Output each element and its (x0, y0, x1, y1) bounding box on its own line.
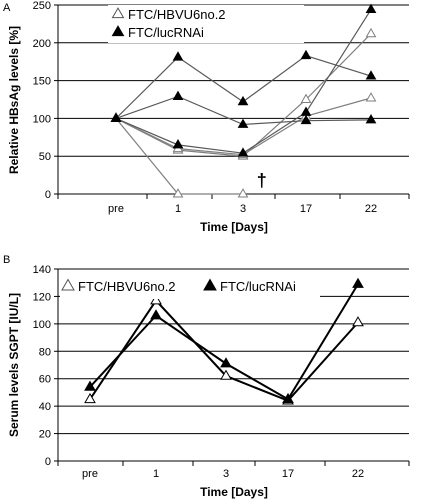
panel-a-data-point (365, 92, 377, 102)
panel-a-data-point (172, 51, 184, 61)
panel-a-y-tick-label: 200 (33, 38, 51, 50)
panel-b-x-ticks: pre 1 3 17 22 (57, 461, 410, 480)
panel-a-x-ticks: pre 1 3 17 22 (57, 194, 410, 215)
panel-a-data-point (110, 112, 122, 122)
panel-b-letter: B (3, 254, 10, 266)
panel-a-data-point (365, 114, 377, 124)
panel-b-legend-label: FTC/HBVU6no.2 (78, 279, 176, 294)
panel-b-data-point (220, 357, 232, 368)
panel-b-data-point (220, 369, 232, 380)
panel-b-legend-background (60, 277, 320, 299)
panel-b-y-tick-label: 120 (33, 291, 51, 303)
panel-a-series-line (115, 33, 372, 157)
panel-a-x-tick-label: 17 (300, 203, 312, 215)
panel-b-legend-label: FTC/lucRNAi (220, 279, 296, 294)
panel-a-letter: A (3, 2, 11, 14)
panel-a-legend-label: FTC/lucRNAi (128, 25, 204, 40)
panel-a-series (110, 3, 377, 198)
panel-b-legend-marker (203, 278, 217, 291)
panel-a-data-point (172, 188, 184, 198)
panel-a-legend-label: FTC/HBVU6no.2 (128, 7, 226, 22)
panel-b-data-point (84, 380, 96, 391)
panel-b-data-point (150, 294, 162, 305)
panel-a-x-axis-title: Time [Days] (200, 220, 268, 234)
panel-a-data-point (300, 114, 312, 125)
panel-b-y-tick-label: 40 (39, 401, 51, 413)
panel-a-data-point (365, 27, 377, 38)
panel-b-legend-marker (61, 278, 75, 291)
panel-a-legend-background (108, 5, 304, 43)
panel-a-y-tick-label: 0 (45, 189, 51, 201)
panel-a-data-point (237, 95, 249, 106)
panel-a-y-tick-label: 250 (33, 0, 51, 12)
panel-a-x-tick-label: pre (108, 203, 124, 215)
panel-a-data-point (237, 147, 249, 157)
panel-b-y-tick-label: 80 (39, 346, 51, 358)
panel-b-data-point (282, 392, 294, 404)
panel-a-legend-marker (111, 25, 125, 37)
panel-a-data-point (237, 118, 249, 128)
panel-b-y-tick-label: 20 (39, 429, 51, 441)
panel-b-x-axis-title: Time [Days] (200, 485, 268, 499)
panel-b-data-point (352, 277, 364, 288)
panel-a-data-point (365, 3, 377, 14)
panel-b-chart: B 0 20 40 60 80 100 120 140 pre 1 3 17 22 FTC/HBVU6… (3, 254, 410, 499)
panel-a-data-point (237, 188, 249, 198)
panel-a-y-tick-label: 100 (33, 113, 51, 125)
panel-a-data-point (172, 90, 184, 100)
panel-b-data-point (352, 316, 364, 327)
panel-a-x-tick-label: 1 (175, 203, 181, 215)
panel-a-data-point (300, 106, 312, 116)
panel-b-legend: FTC/HBVU6no.2 FTC/lucRNAi (61, 278, 296, 294)
panel-a-annotations: † (257, 170, 267, 190)
panel-a-legend-marker (111, 7, 125, 19)
panel-a-data-point (172, 139, 184, 149)
panel-a-y-axis-title: Relative HBsAg levels [%] (7, 26, 21, 174)
panel-b-gridlines (58, 268, 409, 435)
panel-b-y-tick-label: 100 (33, 319, 51, 331)
panel-b-y-tick-label: 0 (45, 456, 51, 468)
panel-a-y-tick-label: 150 (33, 76, 51, 88)
panel-b-data-point (84, 392, 96, 404)
panel-b-y-ticks: 0 20 40 60 80 100 120 140 (33, 264, 58, 468)
panel-b-x-tick-label: 1 (153, 468, 159, 480)
panel-a-dagger-annotation: † (257, 170, 267, 190)
panel-a-y-ticks: 0 50 100 150 200 250 (33, 0, 58, 201)
panel-b-series-line (89, 283, 359, 401)
panel-a-data-point (300, 93, 312, 103)
panel-b-x-tick-label: pre (82, 468, 98, 480)
panel-a-data-point (300, 49, 312, 60)
panel-a-x-tick-label: 22 (365, 203, 377, 215)
panel-a-data-point (365, 70, 377, 80)
panel-b-y-tick-label: 60 (39, 374, 51, 386)
panel-a-x-tick-label: 3 (240, 203, 246, 215)
panel-b-x-tick-label: 17 (282, 468, 294, 480)
panel-b-x-tick-label: 22 (352, 468, 364, 480)
panel-b-data-point (150, 309, 162, 320)
panel-a-legend: FTC/HBVU6no.2 FTC/lucRNAi (111, 7, 226, 40)
panel-b-x-tick-label: 3 (223, 468, 229, 480)
panel-a-y-tick-label: 50 (39, 151, 51, 163)
panel-b-y-tick-label: 140 (33, 264, 51, 276)
panel-b-y-axis-title: Serum levels SGPT [IU/L] (7, 293, 21, 437)
panel-a-chart: A 0 50 100 150 200 250 pre 1 3 17 22 † FTC/HBVU6n… (3, 0, 410, 234)
panel-b-series (84, 277, 364, 405)
